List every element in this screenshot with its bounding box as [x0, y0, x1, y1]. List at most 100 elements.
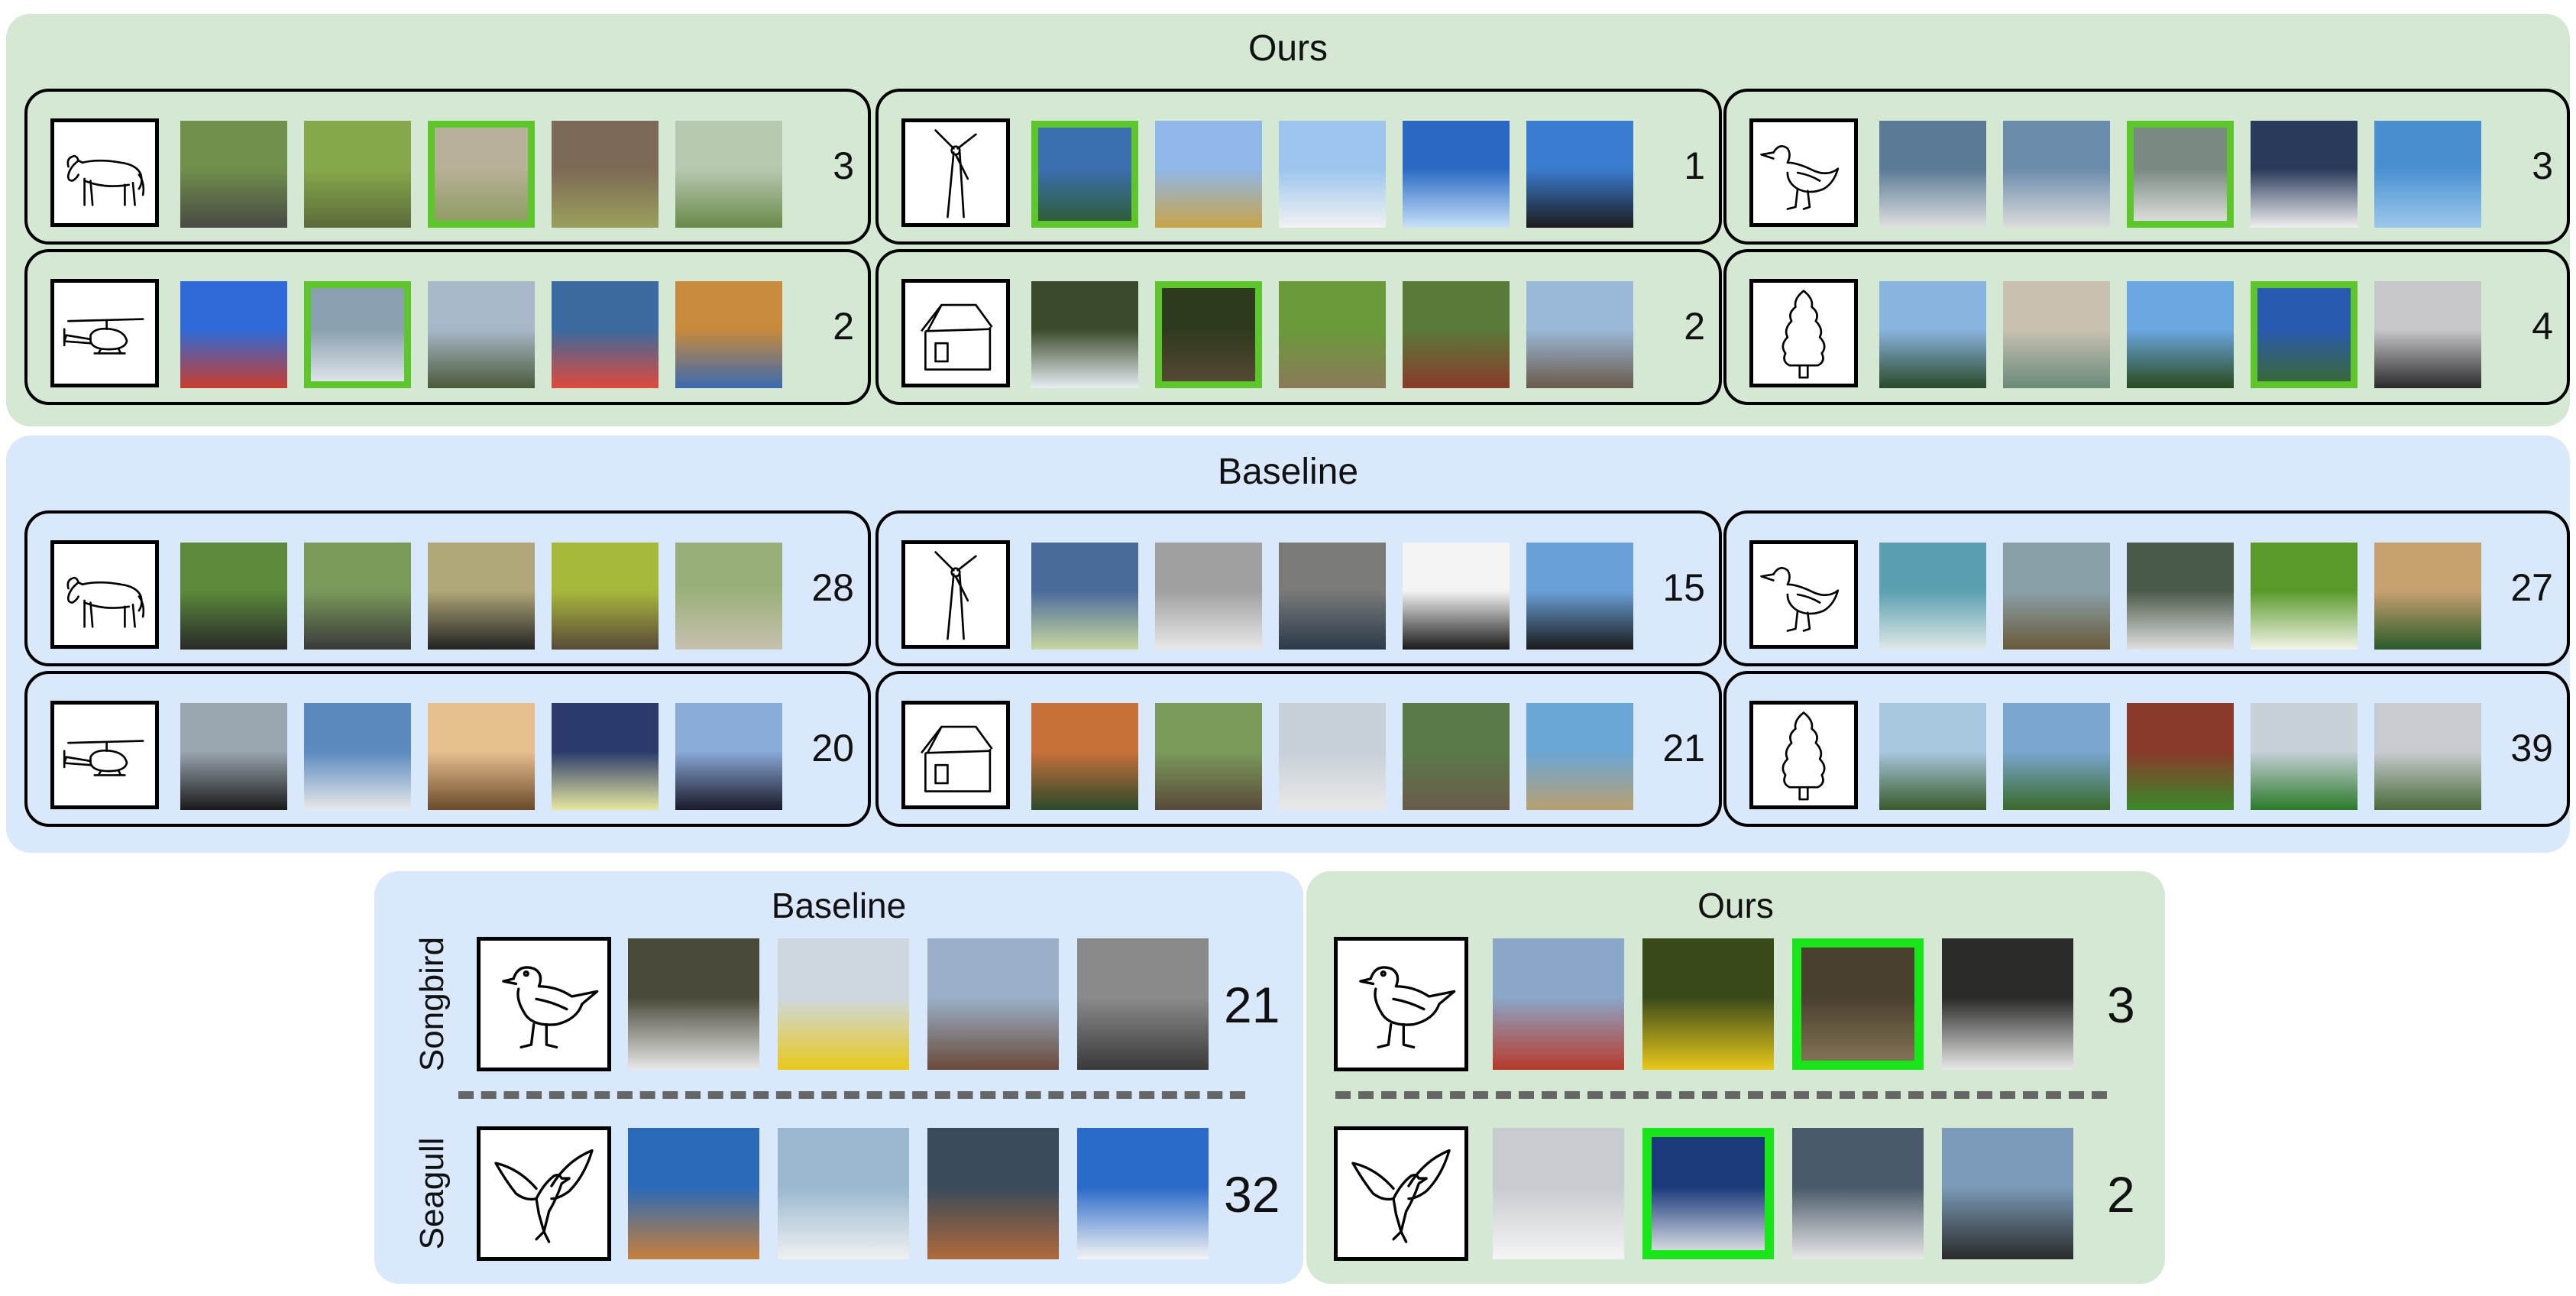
rank-number: 2	[2107, 1166, 2135, 1223]
result-thumbnail	[1403, 121, 1510, 228]
result-thumbnail	[1879, 543, 1986, 650]
result-thumbnail	[927, 938, 1059, 1070]
result-thumbnail	[778, 1128, 909, 1259]
result-thumbnail	[1526, 543, 1633, 650]
rank-number: 39	[2510, 727, 2553, 770]
result-thumbnail	[304, 121, 411, 228]
songbird-sketch-icon	[1334, 937, 1468, 1071]
correct-result-thumbnail	[1155, 281, 1262, 388]
cow-sketch-icon	[50, 118, 159, 227]
result-thumbnail	[2374, 121, 2481, 228]
seagull-flying-sketch-icon	[477, 1126, 611, 1261]
retrieval-row: 4	[1723, 249, 2570, 405]
result-thumbnail	[180, 703, 287, 810]
result-thumbnail	[1155, 703, 1262, 810]
correct-result-thumbnail	[1031, 121, 1138, 228]
retrieval-row: 39	[1723, 671, 2570, 827]
result-thumbnail	[2374, 281, 2481, 388]
result-thumbnail	[1403, 703, 1510, 810]
result-thumbnail	[1879, 281, 1986, 388]
correct-result-thumbnail	[428, 121, 535, 228]
correct-result-thumbnail	[1642, 1128, 1774, 1259]
panel-title: Baseline	[1217, 452, 1359, 492]
result-thumbnail	[2003, 281, 2110, 388]
retrieval-row: 3	[1723, 89, 2570, 245]
result-thumbnail	[1279, 281, 1386, 388]
seagull-sketch-icon	[1749, 540, 1858, 649]
retrieval-row: 2	[875, 249, 1722, 405]
cow-sketch-icon	[50, 540, 159, 649]
retrieval-row: 27	[1723, 510, 2570, 666]
songbird-sketch-icon	[477, 937, 611, 1071]
rank-number: 21	[1224, 977, 1280, 1033]
result-thumbnail	[675, 281, 782, 388]
rank-number: 2	[833, 305, 854, 348]
result-thumbnail	[675, 703, 782, 810]
rank-number: 3	[2532, 144, 2553, 187]
result-thumbnail	[2127, 543, 2234, 650]
result-thumbnail	[1942, 1128, 2073, 1259]
category-label: Seagull	[413, 1137, 451, 1250]
retrieval-row: 21	[875, 671, 1722, 827]
rank-number: 20	[811, 727, 854, 770]
result-thumbnail	[552, 121, 659, 228]
result-thumbnail	[552, 543, 659, 650]
result-thumbnail	[1942, 938, 2073, 1070]
retrieval-row: 3	[24, 89, 871, 245]
retrieval-row: 1	[875, 89, 1722, 245]
result-thumbnail	[304, 543, 411, 650]
rank-number: 4	[2532, 305, 2553, 348]
seagull-flying-sketch-icon	[1334, 1126, 1468, 1261]
result-thumbnail	[1279, 543, 1386, 650]
result-thumbnail	[2374, 703, 2481, 810]
correct-result-thumbnail	[1792, 938, 1924, 1070]
retrieval-row: 28	[24, 510, 871, 666]
wind-turbine-sketch-icon	[901, 540, 1010, 649]
result-thumbnail	[1526, 281, 1633, 388]
seagull-sketch-icon	[1749, 118, 1858, 227]
result-thumbnail	[1493, 938, 1624, 1070]
pine-tree-sketch-icon	[1749, 279, 1858, 387]
result-thumbnail	[2251, 543, 2358, 650]
result-thumbnail	[1031, 543, 1138, 650]
result-thumbnail	[1403, 543, 1510, 650]
panel-title: Ours	[1248, 28, 1328, 69]
panel-title: Ours	[1697, 886, 1774, 925]
correct-result-thumbnail	[2251, 281, 2358, 388]
result-thumbnail	[1642, 938, 1774, 1070]
result-thumbnail	[180, 121, 287, 228]
result-thumbnail	[552, 281, 659, 388]
rank-number: 32	[1224, 1166, 1280, 1223]
rank-number: 21	[1662, 727, 1705, 770]
result-thumbnail	[1031, 281, 1138, 388]
rank-number: 3	[2107, 977, 2135, 1033]
result-thumbnail	[428, 543, 535, 650]
result-thumbnail	[628, 938, 759, 1070]
rank-number: 15	[1662, 566, 1705, 609]
result-thumbnail	[2003, 543, 2110, 650]
result-thumbnail	[778, 938, 909, 1070]
result-thumbnail	[1077, 938, 1209, 1070]
helicopter-sketch-icon	[50, 279, 159, 387]
result-thumbnail	[1155, 543, 1262, 650]
rank-number: 2	[1684, 305, 1705, 348]
result-thumbnail	[552, 703, 659, 810]
result-thumbnail	[927, 1128, 1059, 1259]
rank-number: 3	[833, 144, 854, 187]
result-thumbnail	[628, 1128, 759, 1259]
correct-result-thumbnail	[2127, 121, 2234, 228]
pine-tree-sketch-icon	[1749, 701, 1858, 809]
result-thumbnail	[2374, 543, 2481, 650]
result-thumbnail	[1526, 703, 1633, 810]
result-thumbnail	[2251, 121, 2358, 228]
result-thumbnail	[1031, 703, 1138, 810]
house-sketch-icon	[901, 701, 1010, 809]
result-thumbnail	[675, 121, 782, 228]
result-thumbnail	[1279, 703, 1386, 810]
house-sketch-icon	[901, 279, 1010, 387]
result-thumbnail	[1403, 281, 1510, 388]
correct-result-thumbnail	[304, 281, 411, 388]
retrieval-row: 20	[24, 671, 871, 827]
result-thumbnail	[1077, 1128, 1209, 1259]
dashed-separator	[1335, 1091, 2107, 1099]
